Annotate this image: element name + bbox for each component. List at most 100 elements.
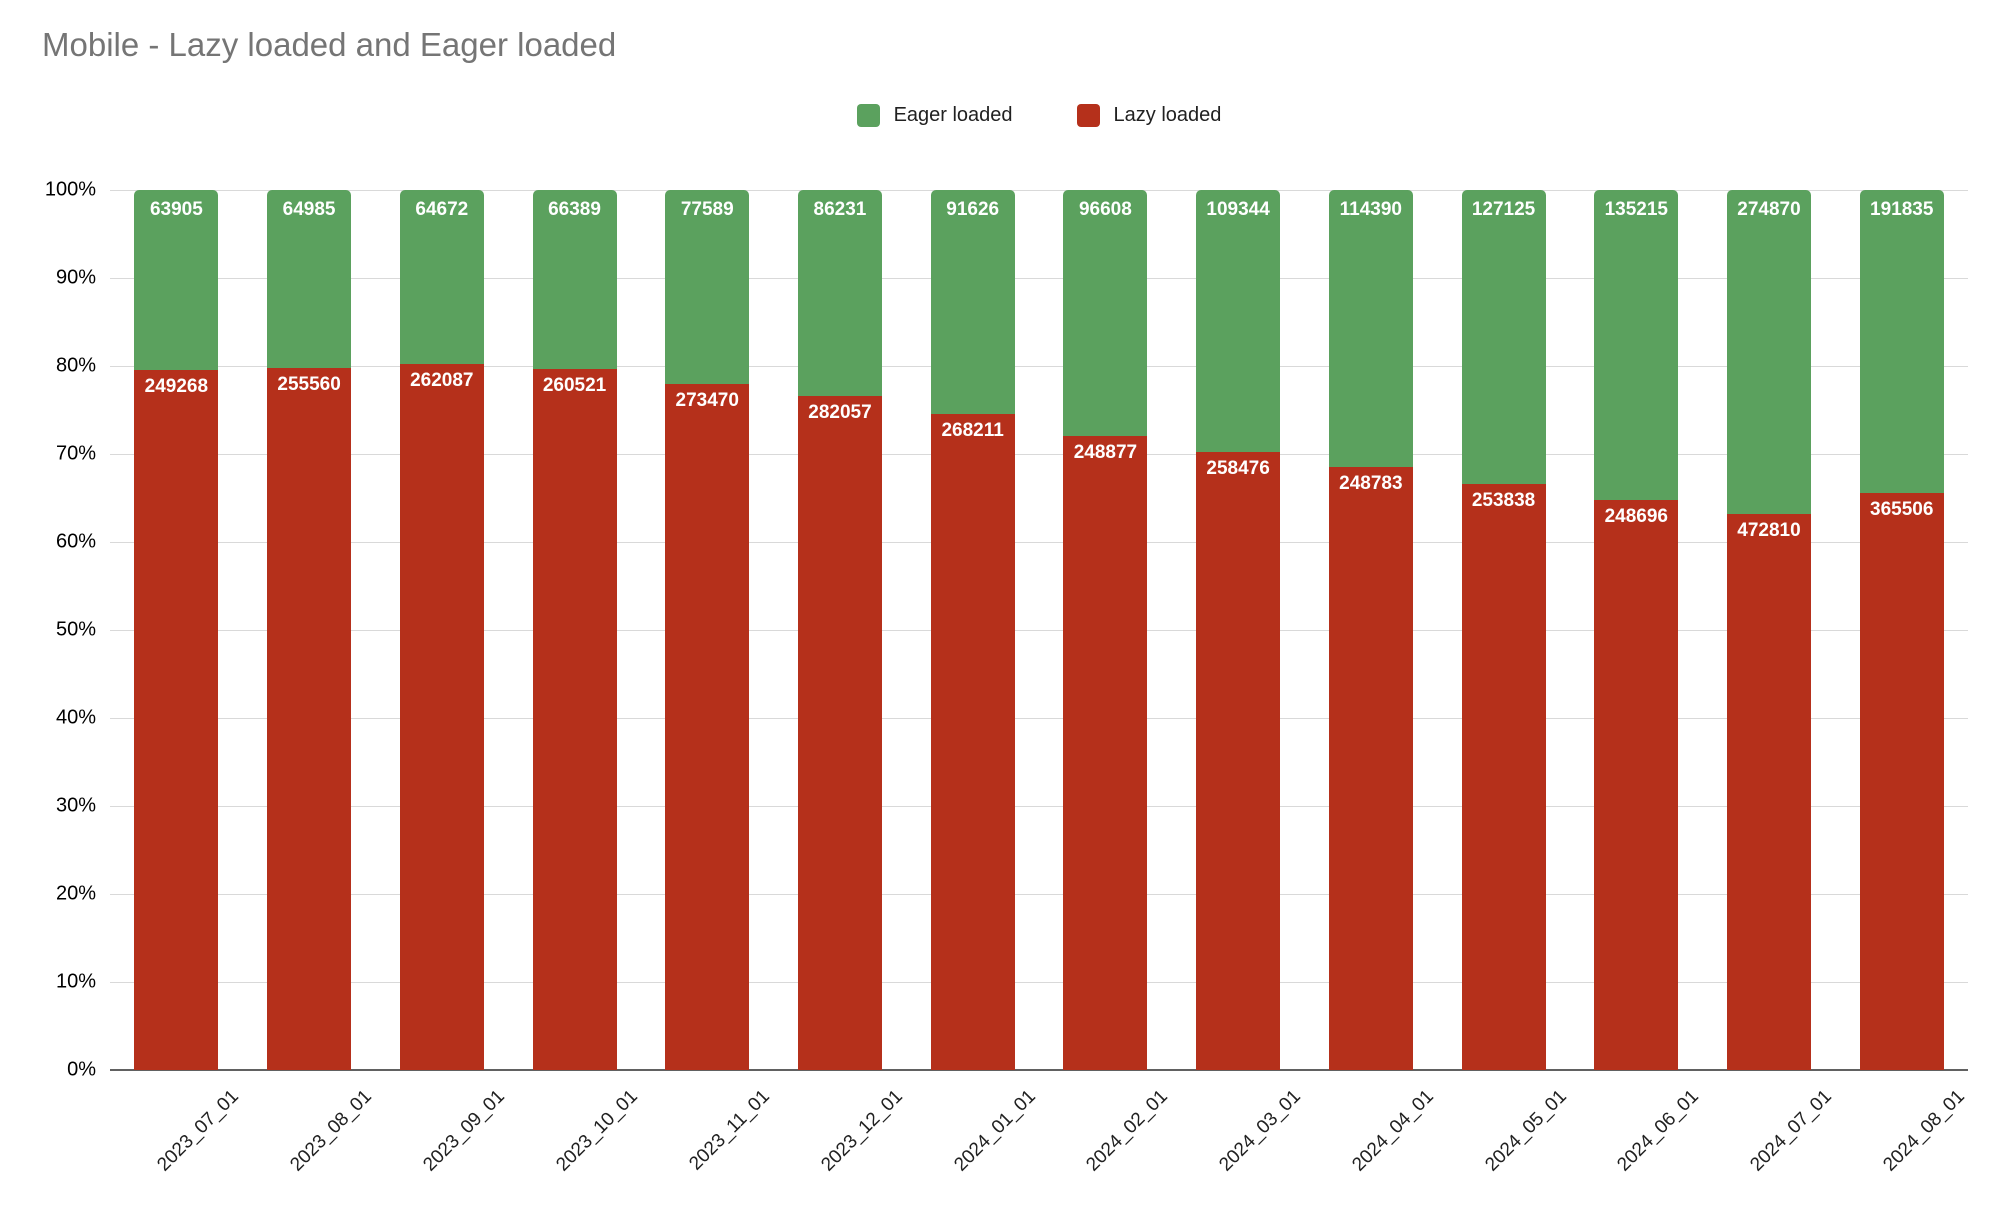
bar-group: 91626 268211	[906, 190, 1039, 1070]
lazy-value-label: 248877	[1073, 442, 1138, 464]
bar-group: 114390 248783	[1304, 190, 1437, 1070]
eager-loaded-segment[interactable]: 77589	[665, 190, 750, 385]
lazy-loaded-segment[interactable]: 268211	[930, 414, 1015, 1070]
bar-group: 274870 472810	[1703, 190, 1836, 1070]
eager-loaded-segment[interactable]: 109344	[1196, 190, 1281, 452]
lazy-loaded-segment[interactable]: 258476	[1196, 451, 1281, 1070]
eager-loaded-segment[interactable]: 114390	[1328, 190, 1413, 468]
gridline	[110, 630, 1968, 631]
y-tick-label: 50%	[55, 618, 96, 641]
y-tick-label: 80%	[55, 354, 96, 377]
lazy-loaded-segment[interactable]: 282057	[797, 396, 882, 1070]
eager-loaded-segment[interactable]: 127125	[1461, 190, 1546, 484]
eager-value-label: 86231	[813, 199, 867, 220]
lazy-loaded-segment[interactable]: 248696	[1594, 499, 1679, 1070]
bar-group: 64672 262087	[375, 190, 508, 1070]
legend-label-eager: Eager loaded	[893, 104, 1013, 126]
eager-loaded-segment[interactable]: 191835	[1859, 190, 1944, 493]
bar-group: 109344 258476	[1172, 190, 1305, 1070]
lazy-loaded-segment[interactable]: 273470	[665, 384, 750, 1070]
gridline	[110, 894, 1968, 895]
eager-loaded-segment[interactable]: 96608	[1063, 190, 1148, 437]
eager-loaded-segment[interactable]: 63905	[134, 190, 219, 370]
eager-loaded-segment[interactable]: 91626	[930, 190, 1015, 415]
lazy-value-label: 472810	[1737, 519, 1801, 541]
eager-value-label: 96608	[1078, 199, 1132, 220]
eager-loaded-segment[interactable]: 66389	[532, 190, 617, 369]
eager-loaded-segment[interactable]: 64985	[267, 190, 352, 369]
lazy-loaded-segment[interactable]: 249268	[134, 369, 219, 1070]
bar-group: 127125 253838	[1437, 190, 1570, 1070]
stacked-bar: 191835 365506	[1859, 190, 1944, 1070]
eager-value-label: 114390	[1339, 199, 1402, 220]
gridline	[110, 190, 1968, 191]
bars-layer: 63905 249268 64985 255560 64672 262087 66389 26…	[110, 190, 1968, 1070]
lazy-value-label: 282057	[808, 402, 872, 424]
eager-loaded-segment[interactable]: 64672	[399, 190, 484, 365]
y-tick-label: 30%	[55, 794, 96, 817]
gridline	[110, 454, 1968, 455]
eager-value-label: 77589	[680, 199, 734, 220]
x-axis-label: 2024_08_01	[1878, 1086, 1969, 1176]
gridline	[110, 982, 1968, 983]
y-tick-label: 10%	[55, 970, 96, 993]
y-tick-label: 70%	[55, 442, 96, 465]
bar-group: 66389 260521	[508, 190, 641, 1070]
lazy-value-label: 273470	[675, 390, 739, 412]
stacked-bar: 77589 273470	[665, 190, 750, 1070]
bar-group: 191835 365506	[1835, 190, 1968, 1070]
lazy-loaded-segment[interactable]: 253838	[1461, 483, 1546, 1070]
lazy-loaded-segment[interactable]: 262087	[399, 364, 484, 1070]
bar-group: 135215 248696	[1570, 190, 1703, 1070]
lazy-loaded-segment[interactable]: 248877	[1063, 436, 1148, 1070]
stacked-bar: 64985 255560	[267, 190, 352, 1070]
stacked-bar: 86231 282057	[797, 190, 882, 1070]
stacked-bar: 135215 248696	[1594, 190, 1679, 1070]
lazy-loaded-segment[interactable]: 248783	[1328, 467, 1413, 1070]
x-axis-label: 2023_10_01	[551, 1086, 642, 1176]
y-tick-label: 60%	[55, 530, 96, 553]
y-tick-label: 90%	[55, 266, 96, 289]
lazy-loaded-segment[interactable]: 255560	[267, 368, 352, 1070]
eager-value-label: 191835	[1870, 199, 1934, 220]
lazy-value-label: 262087	[410, 370, 474, 392]
eager-value-label: 109344	[1206, 199, 1270, 220]
gridline	[110, 806, 1968, 807]
y-tick-label: 40%	[55, 706, 96, 729]
stacked-bar: 114390 248783	[1328, 190, 1413, 1070]
x-axis-label: 2023_09_01	[419, 1086, 509, 1176]
gridline	[110, 718, 1968, 719]
lazy-loaded-segment[interactable]: 472810	[1726, 513, 1811, 1070]
lazy-loaded-segment[interactable]: 260521	[532, 368, 617, 1070]
eager-loaded-segment[interactable]: 274870	[1726, 190, 1811, 514]
gridline	[110, 278, 1968, 279]
lazy-loaded-swatch-icon	[1076, 104, 1100, 127]
lazy-value-label: 255560	[277, 374, 341, 396]
lazy-value-label: 248783	[1339, 473, 1403, 495]
eager-loaded-segment[interactable]: 135215	[1594, 190, 1679, 500]
legend-item-lazy-loaded[interactable]: Lazy loaded	[1076, 104, 1222, 127]
eager-value-label: 64985	[282, 199, 336, 220]
gridline	[110, 366, 1968, 367]
lazy-value-label: 365506	[1870, 498, 1934, 520]
stacked-bar: 109344 258476	[1196, 190, 1281, 1070]
x-axis-label: 2023_08_01	[286, 1086, 376, 1176]
x-axis-labels: 2023_07_01 2023_08_01 2023_09_01 2023_10_01…	[110, 1070, 1969, 1218]
x-axis-label: 2023_11_01	[685, 1086, 775, 1175]
lazy-loaded-segment[interactable]: 365506	[1859, 492, 1944, 1070]
legend-item-eager-loaded[interactable]: Eager loaded	[856, 104, 1013, 127]
eager-value-label: 63905	[149, 199, 203, 220]
eager-value-label: 91626	[946, 199, 1000, 220]
eager-loaded-swatch-icon	[856, 104, 880, 127]
bar-group: 86231 282057	[774, 190, 907, 1070]
gridline	[110, 542, 1968, 543]
chart-legend: Eager loaded Lazy loaded	[110, 104, 1968, 127]
stacked-bar: 96608 248877	[1063, 190, 1148, 1070]
stacked-bar: 127125 253838	[1461, 190, 1546, 1070]
eager-value-label: 64672	[415, 199, 469, 220]
bar-group: 77589 273470	[641, 190, 774, 1070]
bar-group: 96608 248877	[1039, 190, 1172, 1070]
eager-loaded-segment[interactable]: 86231	[797, 190, 882, 397]
legend-label-lazy: Lazy loaded	[1113, 104, 1222, 126]
